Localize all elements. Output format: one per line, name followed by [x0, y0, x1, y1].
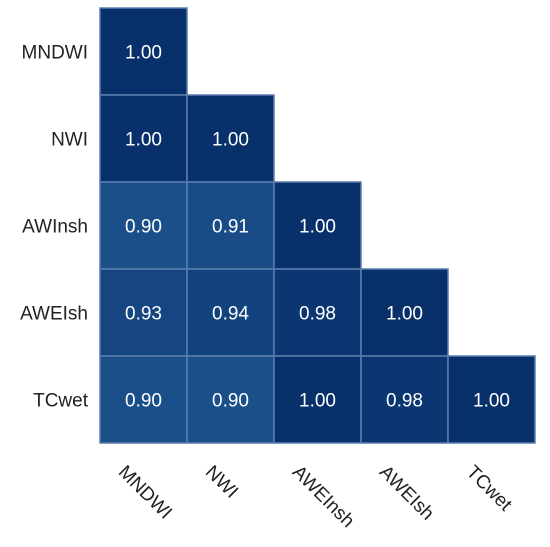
cell-value-label: 1.00	[473, 391, 510, 412]
heatmap-cell-aweish-aweish	[360, 268, 449, 357]
cell-value-label: 1.00	[299, 217, 336, 238]
heatmap-cell-tcwet-aweinsh	[273, 355, 362, 444]
row-label-nwi: NWI	[51, 130, 88, 151]
column-labels: MNDWI NWI AWEInsh AWEIsh TCwet	[114, 462, 516, 532]
heatmap-cell-awinsh-aweinsh	[273, 181, 362, 270]
heatmap-cell-tcwet-aweish	[360, 355, 449, 444]
heatmap-cell-tcwet-nwi	[186, 355, 275, 444]
column-label-nwi: NWI	[201, 462, 242, 503]
row-label-tcwet: TCwet	[33, 391, 89, 412]
cell-value-label: 0.90	[125, 217, 162, 238]
heatmap-cell-nwi-nwi	[186, 94, 275, 183]
heatmap-cell-mndwi-mndwi	[99, 7, 188, 96]
heatmap-cell-tcwet-tcwet	[447, 355, 536, 444]
column-label-aweish: AWEIsh	[375, 462, 438, 525]
cell-value-label: 1.00	[125, 130, 162, 151]
column-label-aweinsh: AWEInsh	[288, 462, 358, 532]
heatmap-cell-aweish-nwi	[186, 268, 275, 357]
row-label-aweish: AWEIsh	[20, 304, 88, 325]
cell-value-label: 0.91	[212, 217, 249, 238]
row-labels: MNDWI NWI AWInsh AWEIsh TCwet	[20, 43, 89, 412]
column-label-tcwet: TCwet	[462, 462, 516, 516]
row-label-awinsh: AWInsh	[22, 217, 88, 238]
cell-value-label: 1.00	[386, 304, 423, 325]
cell-value-label: 0.90	[125, 391, 162, 412]
cell-value-label: 0.94	[212, 304, 249, 325]
cell-value-label: 0.90	[212, 391, 249, 412]
cell-value-label: 1.00	[299, 391, 336, 412]
heatmap-cells: 1.00 1.00 1.00 0.90 0.91 1.00 0.93 0.94 0.98 1.00…	[99, 7, 536, 444]
cell-value-label: 1.00	[212, 130, 249, 151]
cell-value-label: 1.00	[125, 43, 162, 64]
cell-value-label: 0.93	[125, 304, 162, 325]
cell-value-label: 0.98	[386, 391, 423, 412]
row-label-mndwi: MNDWI	[22, 43, 88, 64]
heatmap-cell-nwi-mndwi	[99, 94, 188, 183]
cell-value-label: 0.98	[299, 304, 336, 325]
column-label-mndwi: MNDWI	[114, 462, 176, 524]
